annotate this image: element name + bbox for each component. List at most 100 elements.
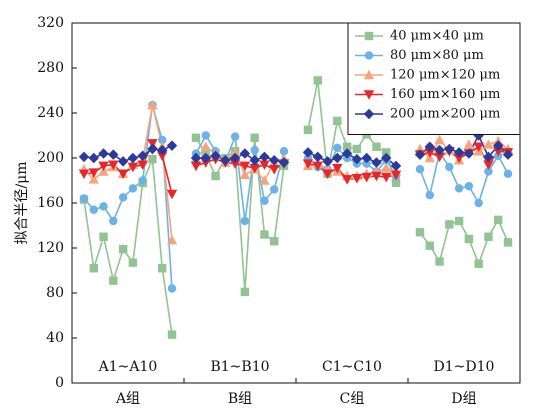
marker — [342, 142, 352, 151]
marker — [322, 169, 333, 179]
marker — [250, 145, 259, 155]
marker — [424, 148, 435, 158]
marker — [249, 155, 260, 166]
y-tick-label: 280 — [37, 60, 64, 76]
group-range-label: C1~C10 — [322, 359, 382, 375]
series-line — [195, 145, 285, 182]
series-line — [419, 150, 509, 205]
marker — [415, 165, 425, 174]
legend-label: 80 μm×80 μm — [390, 48, 484, 63]
marker — [98, 148, 109, 159]
legend-box — [347, 22, 521, 135]
marker — [158, 264, 167, 273]
marker — [259, 175, 270, 185]
series-line — [83, 158, 173, 335]
marker — [415, 228, 425, 237]
marker — [390, 160, 402, 172]
legend-label: 40 μm×40 μm — [390, 29, 484, 44]
marker — [302, 147, 314, 158]
marker — [381, 162, 392, 173]
marker — [444, 143, 455, 155]
marker — [302, 159, 314, 169]
marker — [463, 148, 475, 159]
series-line — [307, 162, 397, 177]
marker — [127, 162, 139, 173]
marker — [201, 131, 210, 140]
marker — [99, 232, 108, 241]
marker — [312, 151, 323, 163]
y-tick-label: 200 — [37, 150, 64, 166]
marker — [371, 171, 382, 182]
group-range-label: B1~B10 — [210, 359, 269, 375]
marker — [211, 171, 220, 181]
marker — [332, 163, 343, 174]
marker — [454, 184, 464, 193]
marker — [351, 153, 363, 165]
marker — [351, 174, 363, 184]
marker — [270, 237, 279, 246]
marker — [502, 149, 514, 160]
marker — [89, 205, 98, 214]
y-tick-label: 80 — [46, 285, 64, 301]
legend-marker — [363, 108, 375, 120]
marker — [190, 152, 202, 164]
legend-label: 160 μm×160 μm — [390, 87, 500, 102]
marker — [167, 284, 177, 293]
marker — [270, 185, 279, 194]
marker — [108, 149, 119, 160]
marker — [503, 238, 513, 247]
marker — [89, 264, 98, 273]
marker — [147, 99, 158, 110]
y-tick-label: 120 — [37, 240, 64, 256]
marker — [260, 230, 269, 239]
marker — [494, 215, 503, 225]
marker — [391, 178, 401, 187]
y-tick-label: 320 — [37, 15, 64, 31]
marker — [78, 151, 90, 163]
marker — [434, 134, 445, 145]
marker — [434, 144, 445, 156]
marker — [117, 169, 129, 179]
marker — [313, 76, 322, 85]
marker — [474, 198, 483, 208]
group-name-label: C组 — [340, 391, 365, 407]
marker — [434, 152, 445, 163]
marker — [341, 148, 353, 159]
group-name-label: A组 — [115, 391, 140, 407]
marker — [493, 147, 504, 157]
marker — [464, 181, 474, 191]
y-tick-label: 240 — [37, 105, 64, 121]
marker — [128, 258, 138, 267]
marker — [414, 149, 426, 160]
legend: 40 μm×40 μm 80 μm×80 μm 120 μm×120 μm 160 μ… — [347, 22, 521, 135]
marker — [362, 159, 371, 168]
marker — [503, 169, 513, 178]
marker — [117, 156, 129, 167]
marker — [279, 147, 289, 156]
marker — [332, 152, 343, 164]
legend-marker — [364, 31, 374, 41]
marker — [118, 244, 128, 254]
marker — [109, 276, 118, 285]
marker — [137, 160, 148, 170]
marker — [425, 190, 434, 200]
marker — [88, 168, 99, 178]
legend-label: 200 μm×200 μm — [390, 107, 500, 122]
marker — [493, 140, 504, 151]
marker — [137, 150, 148, 161]
marker — [229, 147, 241, 157]
marker — [484, 232, 493, 241]
marker — [157, 151, 168, 161]
marker — [250, 133, 259, 142]
marker — [210, 150, 221, 161]
marker — [109, 216, 118, 226]
marker — [200, 141, 211, 151]
marker — [312, 161, 323, 172]
marker — [278, 157, 290, 168]
marker — [88, 174, 99, 184]
series-line — [307, 146, 397, 177]
marker — [148, 154, 157, 164]
marker — [158, 135, 167, 145]
marker — [240, 216, 250, 226]
marker — [127, 152, 139, 164]
